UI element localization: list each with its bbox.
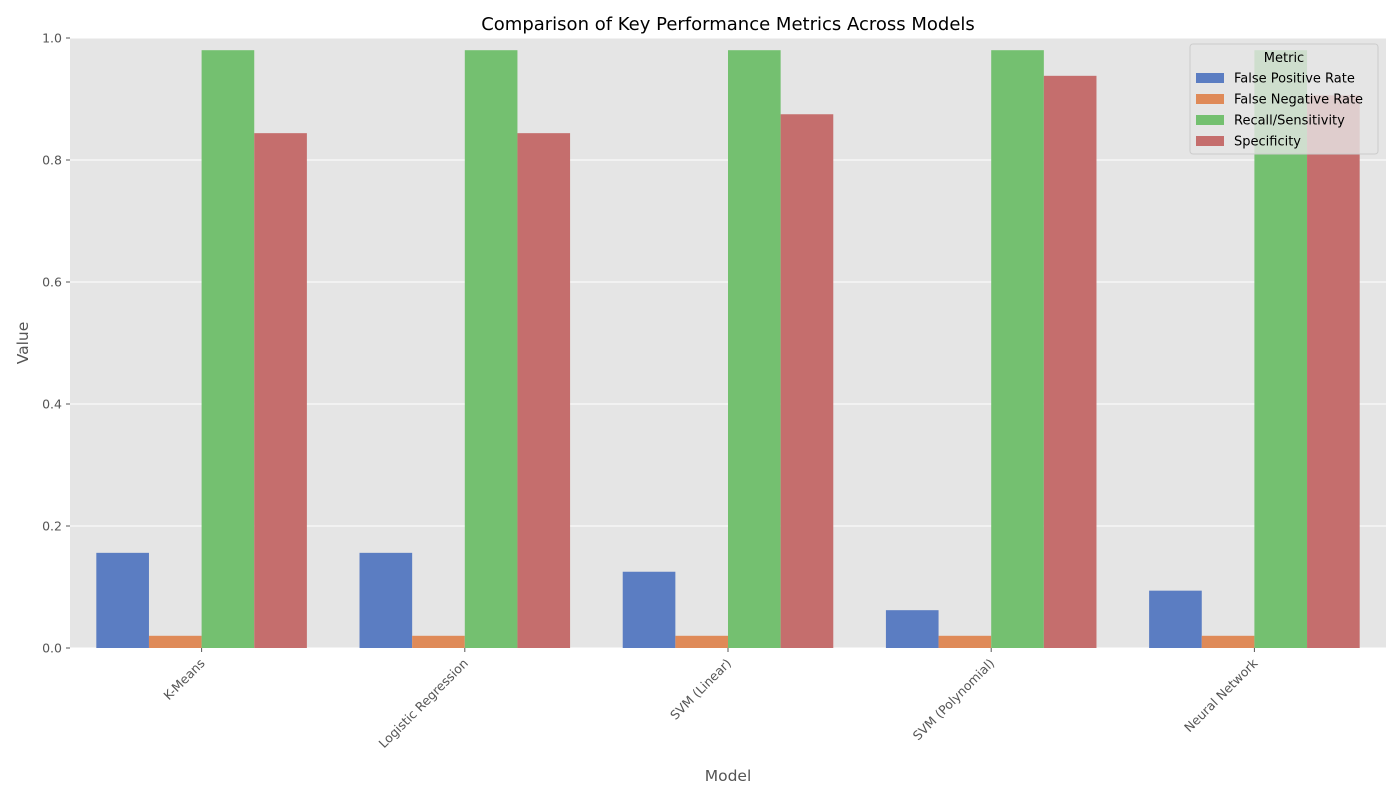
bar [1307, 95, 1360, 649]
bar [885, 610, 939, 648]
bar [728, 50, 781, 648]
y-tick-label: 0.6 [42, 275, 62, 290]
bar [359, 552, 413, 648]
bar [201, 50, 255, 648]
bar [464, 50, 518, 648]
bar [780, 114, 834, 648]
legend-items: False Positive Rate False Negative Rate Re… [1196, 72, 1363, 150]
legend-box [1189, 43, 1379, 155]
x-tick-label: Logistic Regression [376, 656, 471, 751]
bar [1201, 635, 1255, 648]
bar [622, 571, 676, 648]
y-tick-label: 0.2 [42, 519, 62, 534]
y-axis-label: Value [14, 322, 32, 365]
bar [254, 133, 307, 648]
y-axis-ticks: 0.0 0.2 0.4 0.6 0.8 1.0 [42, 31, 70, 656]
legend-label: Specificity [1234, 135, 1301, 150]
x-tick-label: Neural Network [1181, 655, 1261, 735]
bar [148, 635, 202, 648]
bar [1149, 590, 1202, 648]
legend-label: Recall/Sensitivity [1234, 114, 1345, 129]
legend-swatch [1196, 73, 1224, 83]
legend-swatch [1196, 94, 1224, 104]
bar [675, 635, 728, 648]
x-tick-label: SVM (Linear) [667, 656, 734, 723]
x-axis-label: Model [705, 767, 752, 785]
legend: Metric False Positive Rate False Negative… [1189, 43, 1379, 155]
bar [96, 552, 149, 648]
bar [412, 635, 465, 648]
bars [96, 50, 1360, 649]
bar [1043, 75, 1097, 648]
y-tick-label: 1.0 [42, 31, 62, 46]
legend-swatch [1196, 115, 1224, 125]
bar [938, 635, 992, 648]
bar [991, 50, 1044, 648]
legend-label: False Positive Rate [1234, 72, 1355, 87]
y-tick-label: 0.0 [42, 641, 62, 656]
legend-swatch [1196, 136, 1224, 146]
chart-title: Comparison of Key Performance Metrics Ac… [481, 14, 975, 35]
bar [517, 133, 571, 648]
y-tick-label: 0.8 [42, 153, 62, 168]
x-tick-label: K-Means [160, 656, 207, 703]
x-axis-ticks: K-Means Logistic Regression SVM (Linear) SV… [160, 648, 1261, 751]
legend-label: False Negative Rate [1234, 93, 1363, 108]
x-tick-label: SVM (Polynomial) [910, 656, 998, 744]
legend-title: Metric [1264, 51, 1304, 66]
y-tick-label: 0.4 [42, 397, 62, 412]
